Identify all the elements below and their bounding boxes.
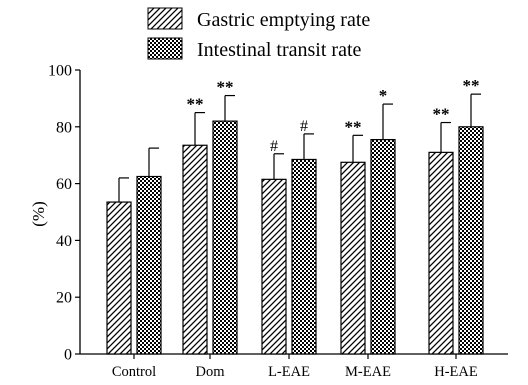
- bar: [458, 126, 484, 355]
- x-tick-label: L-EAE: [268, 364, 310, 380]
- significance-marker: **: [217, 78, 234, 97]
- x-tick-label: Dom: [196, 364, 226, 380]
- bars: [106, 120, 484, 355]
- x-tick-label: Control: [112, 364, 156, 380]
- bar: [261, 178, 287, 355]
- bar: [370, 138, 396, 355]
- legend-swatch-intestinal: [147, 37, 183, 60]
- bar: [291, 158, 317, 355]
- significance-marker: #: [270, 138, 278, 155]
- y-tick-label: 0: [64, 347, 72, 364]
- error-bars: [118, 93, 481, 203]
- legend: Gastric emptying rate Intestinal transit…: [147, 7, 370, 61]
- bar: [428, 151, 454, 355]
- y-axis-label: (%): [29, 201, 48, 226]
- significance-markers: **#******#***: [187, 76, 480, 155]
- significance-marker: #: [300, 118, 308, 135]
- bar: [212, 120, 238, 355]
- significance-marker: **: [463, 76, 480, 95]
- bar: [136, 175, 162, 355]
- significance-marker: *: [379, 86, 388, 105]
- x-tick-label: H-EAE: [434, 364, 478, 380]
- legend-label-gastric: Gastric emptying rate: [197, 9, 370, 31]
- legend-label-intestinal: Intestinal transit rate: [197, 39, 362, 61]
- significance-marker: **: [433, 105, 450, 124]
- tick-labels: 0 20 40 60 80 100 Control Dom L-EAE M-EAE H-EAE: [48, 63, 478, 381]
- bar: [182, 144, 208, 355]
- bar: [340, 161, 366, 355]
- y-tick-label: 40: [56, 233, 72, 250]
- y-tick-label: 60: [56, 176, 72, 193]
- y-tick-label: 80: [56, 119, 72, 136]
- legend-swatch-gastric: [147, 7, 183, 30]
- y-tick-label: 100: [48, 63, 72, 80]
- bar: [106, 201, 132, 355]
- x-tick-label: M-EAE: [345, 364, 391, 380]
- significance-marker: **: [345, 117, 362, 136]
- y-tick-label: 20: [56, 290, 72, 307]
- significance-marker: **: [187, 95, 204, 114]
